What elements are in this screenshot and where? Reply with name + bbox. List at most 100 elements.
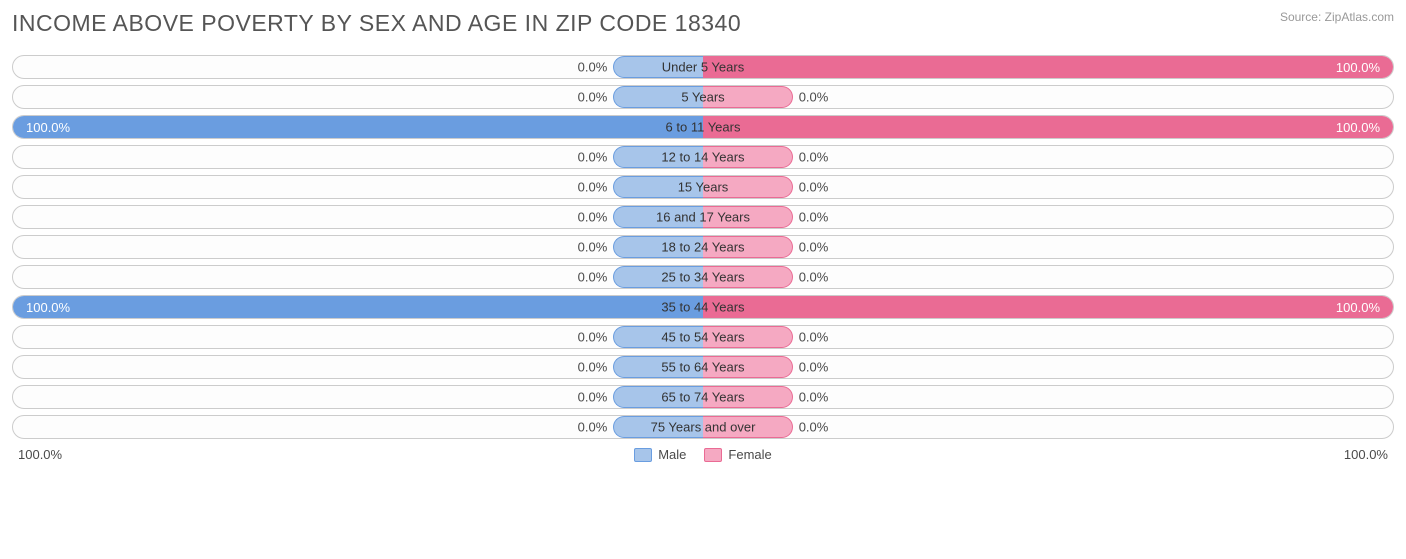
female-bar: 100.0%	[703, 56, 1393, 78]
male-half: 0.0%	[13, 266, 703, 288]
male-bar	[613, 146, 703, 168]
male-value-label: 0.0%	[578, 390, 608, 405]
female-half: 100.0%	[703, 116, 1393, 138]
male-value-label: 0.0%	[578, 360, 608, 375]
female-half: 0.0%	[703, 86, 1393, 108]
female-value-label: 100.0%	[1336, 300, 1380, 315]
male-half: 0.0%	[13, 386, 703, 408]
male-bar	[613, 86, 703, 108]
female-bar	[703, 386, 793, 408]
male-bar	[613, 176, 703, 198]
female-value-label: 0.0%	[799, 390, 829, 405]
male-value-label: 0.0%	[578, 270, 608, 285]
chart-row: 0.0%100.0%Under 5 Years	[12, 55, 1394, 79]
female-bar	[703, 416, 793, 438]
legend-male-label: Male	[658, 447, 686, 462]
axis-right-label: 100.0%	[1344, 447, 1388, 462]
male-half: 100.0%	[13, 296, 703, 318]
chart-row: 0.0%0.0%65 to 74 Years	[12, 385, 1394, 409]
chart-container: INCOME ABOVE POVERTY BY SEX AND AGE IN Z…	[0, 0, 1406, 468]
chart-axis: 100.0% Male Female 100.0%	[12, 447, 1394, 462]
swatch-male	[634, 448, 652, 462]
female-value-label: 0.0%	[799, 240, 829, 255]
chart-row: 0.0%0.0%45 to 54 Years	[12, 325, 1394, 349]
chart-row: 100.0%100.0%6 to 11 Years	[12, 115, 1394, 139]
male-bar	[613, 206, 703, 228]
male-value-label: 0.0%	[578, 330, 608, 345]
chart-source: Source: ZipAtlas.com	[1280, 10, 1394, 24]
chart-legend: Male Female	[634, 447, 772, 462]
male-bar	[613, 56, 703, 78]
female-bar: 100.0%	[703, 116, 1393, 138]
chart-row: 0.0%0.0%75 Years and over	[12, 415, 1394, 439]
male-value-label: 0.0%	[578, 240, 608, 255]
female-half: 0.0%	[703, 176, 1393, 198]
chart-rows: 0.0%100.0%Under 5 Years0.0%0.0%5 Years10…	[12, 55, 1394, 439]
male-half: 0.0%	[13, 146, 703, 168]
chart-header: INCOME ABOVE POVERTY BY SEX AND AGE IN Z…	[12, 10, 1394, 37]
female-value-label: 0.0%	[799, 150, 829, 165]
male-value-label: 0.0%	[578, 60, 608, 75]
female-half: 0.0%	[703, 146, 1393, 168]
female-half: 0.0%	[703, 266, 1393, 288]
female-value-label: 0.0%	[799, 360, 829, 375]
female-bar	[703, 356, 793, 378]
female-half: 0.0%	[703, 386, 1393, 408]
chart-row: 0.0%0.0%25 to 34 Years	[12, 265, 1394, 289]
female-half: 100.0%	[703, 296, 1393, 318]
male-half: 0.0%	[13, 176, 703, 198]
female-bar	[703, 236, 793, 258]
female-bar	[703, 326, 793, 348]
male-half: 0.0%	[13, 86, 703, 108]
male-value-label: 0.0%	[578, 90, 608, 105]
chart-title: INCOME ABOVE POVERTY BY SEX AND AGE IN Z…	[12, 10, 741, 37]
female-value-label: 0.0%	[799, 180, 829, 195]
female-bar	[703, 206, 793, 228]
female-value-label: 100.0%	[1336, 120, 1380, 135]
female-value-label: 0.0%	[799, 420, 829, 435]
female-bar	[703, 146, 793, 168]
female-bar	[703, 266, 793, 288]
male-half: 0.0%	[13, 326, 703, 348]
swatch-female	[704, 448, 722, 462]
female-half: 0.0%	[703, 356, 1393, 378]
legend-female: Female	[704, 447, 771, 462]
axis-left-label: 100.0%	[18, 447, 62, 462]
male-value-label: 100.0%	[26, 300, 70, 315]
female-value-label: 0.0%	[799, 90, 829, 105]
female-value-label: 0.0%	[799, 270, 829, 285]
chart-row: 0.0%0.0%5 Years	[12, 85, 1394, 109]
female-half: 0.0%	[703, 236, 1393, 258]
male-half: 0.0%	[13, 56, 703, 78]
legend-female-label: Female	[728, 447, 771, 462]
male-half: 0.0%	[13, 236, 703, 258]
female-half: 0.0%	[703, 416, 1393, 438]
male-bar	[613, 356, 703, 378]
female-half: 0.0%	[703, 326, 1393, 348]
female-half: 100.0%	[703, 56, 1393, 78]
chart-row: 0.0%0.0%55 to 64 Years	[12, 355, 1394, 379]
female-bar	[703, 176, 793, 198]
male-half: 0.0%	[13, 206, 703, 228]
female-bar	[703, 86, 793, 108]
male-bar	[613, 266, 703, 288]
legend-male: Male	[634, 447, 686, 462]
male-bar: 100.0%	[13, 116, 703, 138]
male-bar	[613, 236, 703, 258]
female-bar: 100.0%	[703, 296, 1393, 318]
chart-row: 0.0%0.0%15 Years	[12, 175, 1394, 199]
male-half: 0.0%	[13, 416, 703, 438]
female-half: 0.0%	[703, 206, 1393, 228]
male-half: 0.0%	[13, 356, 703, 378]
male-value-label: 0.0%	[578, 210, 608, 225]
female-value-label: 0.0%	[799, 330, 829, 345]
female-value-label: 100.0%	[1336, 60, 1380, 75]
chart-row: 100.0%100.0%35 to 44 Years	[12, 295, 1394, 319]
male-bar	[613, 386, 703, 408]
male-bar	[613, 416, 703, 438]
male-value-label: 0.0%	[578, 150, 608, 165]
male-bar: 100.0%	[13, 296, 703, 318]
male-value-label: 100.0%	[26, 120, 70, 135]
male-half: 100.0%	[13, 116, 703, 138]
male-value-label: 0.0%	[578, 420, 608, 435]
